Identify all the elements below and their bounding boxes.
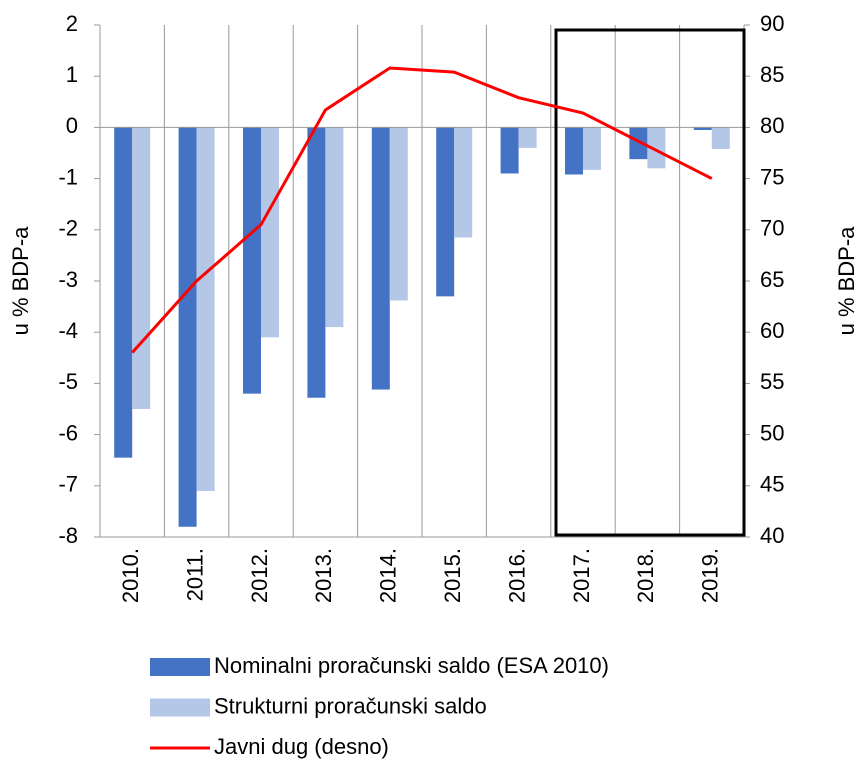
- x-tick-label: 2011.: [182, 548, 207, 601]
- y2-tick-label: 40: [760, 523, 784, 548]
- bar: [693, 127, 712, 130]
- bar: [307, 127, 326, 398]
- bar: [196, 127, 215, 491]
- bar: [389, 127, 408, 301]
- y-tick-label: 0: [66, 113, 78, 138]
- y2-tick-label: 90: [760, 11, 784, 36]
- y2-tick-label: 60: [760, 318, 784, 343]
- bar: [436, 127, 455, 297]
- y2-tick-label: 45: [760, 472, 784, 497]
- x-tick-label: 2015.: [440, 548, 465, 603]
- y-tick-label: -8: [58, 523, 78, 548]
- line-series: [131, 66, 713, 354]
- highlight-box: [554, 28, 746, 537]
- bar: [454, 127, 473, 238]
- y2-tick-label: 65: [760, 267, 784, 292]
- legend-label: Nominalni proračunski saldo (ESA 2010): [214, 653, 609, 678]
- y-tick-label: 2: [66, 11, 78, 36]
- y2-tick-label: 85: [760, 62, 784, 87]
- bar: [371, 127, 390, 390]
- y-tick-label: -6: [58, 420, 78, 445]
- bar: [647, 127, 666, 169]
- x-tick-label: 2016.: [504, 548, 529, 603]
- y2-tick-label: 50: [760, 420, 784, 445]
- bar: [583, 127, 601, 170]
- y-tick-label: -5: [58, 369, 78, 394]
- bar: [518, 127, 537, 148]
- x-tick-label: 2014.: [376, 548, 401, 603]
- y-tick-label: -4: [58, 318, 78, 343]
- bar: [565, 127, 583, 175]
- x-tick-label: 2013.: [311, 548, 336, 603]
- y2-axis-title: u % BDP-a: [834, 226, 859, 336]
- x-tick-label: 2017.: [569, 548, 594, 603]
- bar: [114, 127, 133, 458]
- legend-swatch: [150, 658, 210, 676]
- bar: [261, 127, 279, 338]
- y-tick-label: -7: [58, 472, 78, 497]
- bar: [132, 127, 151, 410]
- bar: [243, 127, 261, 394]
- y2-tick-label: 70: [760, 216, 784, 241]
- bar: [711, 127, 730, 149]
- y2-tick-label: 75: [760, 164, 784, 189]
- x-tick-label: 2012.: [247, 548, 272, 603]
- y2-tick-label: 55: [760, 369, 784, 394]
- x-tick-label: 2018.: [633, 548, 658, 603]
- bar: [178, 127, 197, 527]
- bar: [500, 127, 519, 174]
- x-tick-label: 2019.: [698, 548, 723, 603]
- y-tick-label: 1: [66, 62, 78, 87]
- x-tick-label: 2010.: [118, 548, 143, 603]
- bar: [629, 127, 648, 160]
- y-axis-title: u % BDP-a: [8, 226, 33, 336]
- legend-label: Strukturni proračunski saldo: [214, 693, 487, 718]
- y-tick-label: -1: [58, 164, 78, 189]
- bar: [325, 127, 344, 328]
- y-tick-label: -2: [58, 216, 78, 241]
- legend-label: Javni dug (desno): [214, 734, 389, 759]
- y2-tick-label: 80: [760, 113, 784, 138]
- y-tick-label: -3: [58, 267, 78, 292]
- legend-swatch: [150, 698, 210, 717]
